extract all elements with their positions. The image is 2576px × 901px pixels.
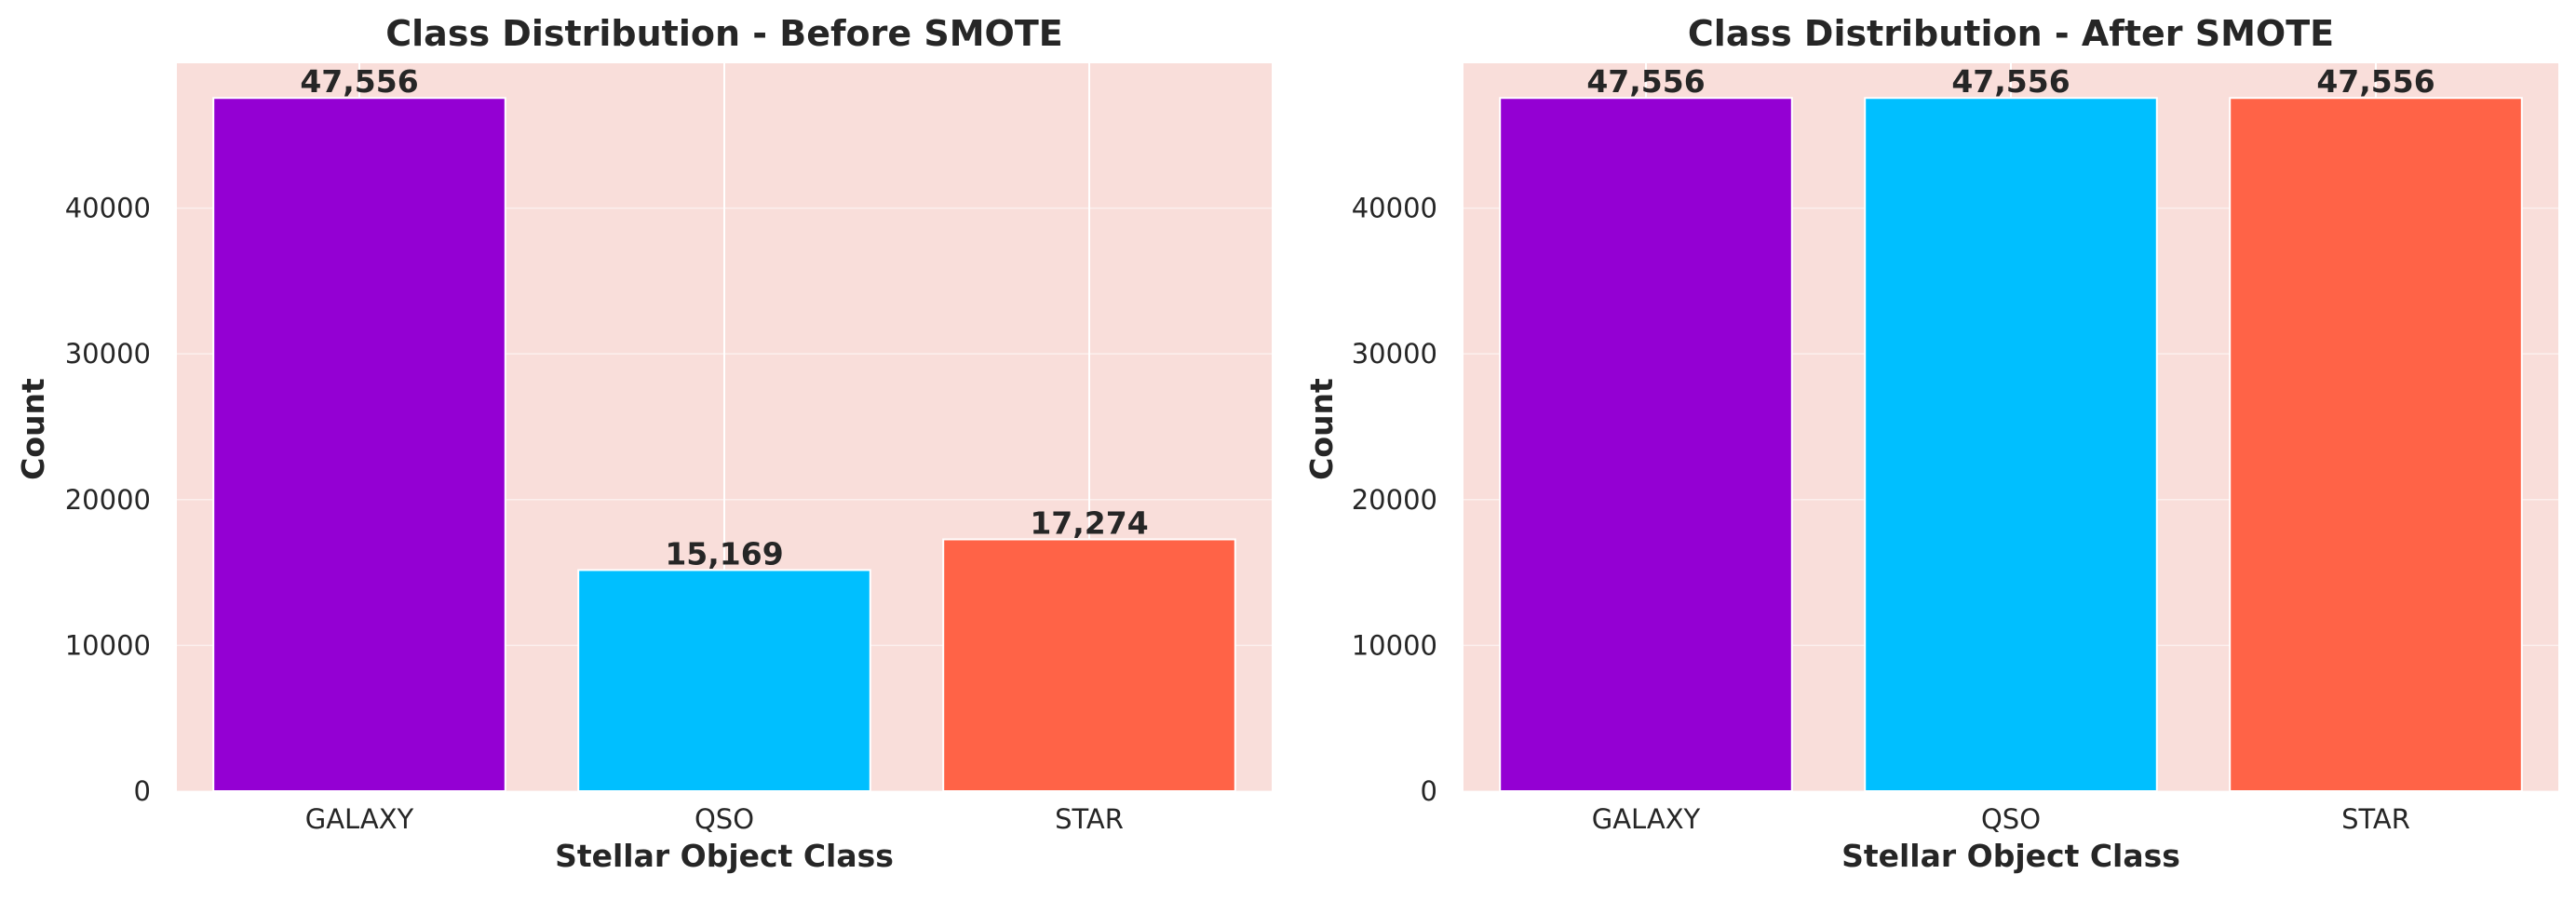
data-label: 47,556 <box>1586 63 1705 100</box>
x-tick-label: QSO <box>1981 803 2041 835</box>
bar-galaxy <box>1499 97 1793 792</box>
data-label: 47,556 <box>300 63 418 100</box>
y-tick-label: 30000 <box>65 338 151 370</box>
bar-star <box>2229 97 2523 792</box>
x-tick-label: GALAXY <box>305 803 414 835</box>
data-label: 47,556 <box>1951 63 2070 100</box>
x-tick-label: STAR <box>1055 803 1124 835</box>
x-tick-label: STAR <box>2341 803 2410 835</box>
bar-qso <box>577 569 871 793</box>
data-label: 47,556 <box>2316 63 2434 100</box>
x-axis-label: Stellar Object Class <box>555 838 894 874</box>
y-tick-label: 40000 <box>65 193 151 224</box>
chart-panel-1: 47,556 15,169 17,274 0 10000 20000 30000 40000 G… <box>15 13 1272 874</box>
chart-panel-2: 47,556 47,556 47,556 0 10000 20000 30000 40000 G… <box>1303 13 2558 874</box>
y-axis-label: Count <box>1303 378 1340 480</box>
bar-galaxy <box>212 97 506 792</box>
y-tick-label: 10000 <box>1352 629 1437 661</box>
y-tick-label: 10000 <box>65 629 151 661</box>
data-label: 15,169 <box>665 535 783 572</box>
y-tick-label: 20000 <box>65 484 151 516</box>
chart-title: Class Distribution - Before SMOTE <box>385 13 1062 54</box>
x-tick-label: QSO <box>695 803 754 835</box>
y-tick-label: 30000 <box>1352 338 1437 370</box>
x-tick-label: GALAXY <box>1592 803 1701 835</box>
data-label: 17,274 <box>1030 504 1148 541</box>
bar-star <box>942 538 1236 792</box>
y-axis-label: Count <box>15 378 51 480</box>
y-tick-label: 0 <box>1421 775 1437 807</box>
y-tick-label: 0 <box>134 775 151 807</box>
y-tick-label: 40000 <box>1352 193 1437 224</box>
y-tick-label: 20000 <box>1352 484 1437 516</box>
bar-qso <box>1864 97 2158 792</box>
chart-title: Class Distribution - After SMOTE <box>1688 13 2334 54</box>
x-axis-label: Stellar Object Class <box>1841 838 2180 874</box>
